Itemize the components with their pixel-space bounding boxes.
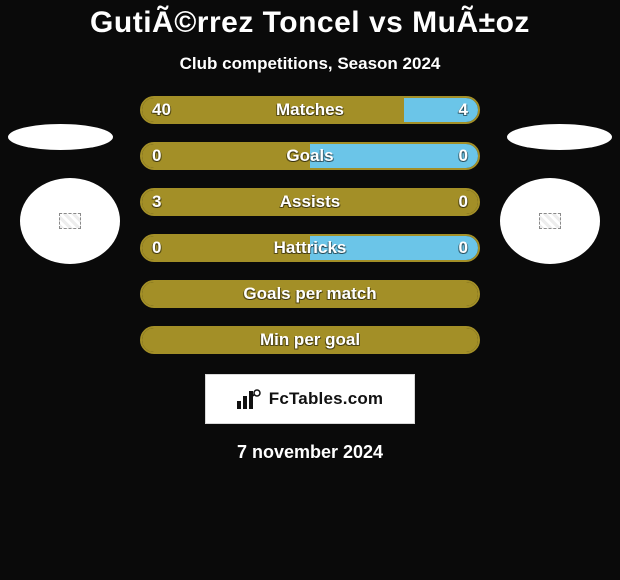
- flag-placeholder-icon: [59, 213, 81, 229]
- player-right-avatar: [500, 178, 600, 264]
- stat-right-value: 4: [459, 100, 468, 120]
- player-right-shadow-ellipse: [507, 124, 612, 150]
- footer-brand-text: FcTables.com: [269, 389, 384, 409]
- stat-left-value: 0: [152, 238, 161, 258]
- page-subtitle: Club competitions, Season 2024: [0, 54, 620, 74]
- stat-bar-left-segment: [142, 144, 310, 168]
- stat-bar-matches: 40 4 Matches: [140, 96, 480, 124]
- player-left-shadow-ellipse: [8, 124, 113, 150]
- stat-left-value: 0: [152, 146, 161, 166]
- stat-bar-min-per-goal: Min per goal: [140, 326, 480, 354]
- stat-bar-right-segment: [310, 144, 478, 168]
- stat-name-label: Matches: [276, 100, 344, 120]
- stat-right-value: 0: [459, 238, 468, 258]
- stat-bar-hattricks: 0 0 Hattricks: [140, 234, 480, 262]
- stat-left-value: 3: [152, 192, 161, 212]
- bar-chart-icon: [237, 389, 261, 409]
- stat-name-label: Goals per match: [243, 284, 376, 304]
- stat-bar-goals: 0 0 Goals: [140, 142, 480, 170]
- stat-name-label: Hattricks: [274, 238, 347, 258]
- player-left-avatar: [20, 178, 120, 264]
- flag-placeholder-icon: [539, 213, 561, 229]
- stat-left-value: 40: [152, 100, 171, 120]
- stat-right-value: 0: [459, 146, 468, 166]
- footer-brand-plate: FcTables.com: [205, 374, 415, 424]
- comparison-infographic: GutiÃ©rrez Toncel vs MuÃ±oz Club competi…: [0, 0, 620, 580]
- stat-bar-assists: 3 0 Assists: [140, 188, 480, 216]
- stat-right-value: 0: [459, 192, 468, 212]
- page-title: GutiÃ©rrez Toncel vs MuÃ±oz: [0, 6, 620, 40]
- footer-date: 7 november 2024: [0, 442, 620, 463]
- stat-bar-goals-per-match: Goals per match: [140, 280, 480, 308]
- stat-name-label: Goals: [286, 146, 333, 166]
- stat-bar-left-segment: [142, 98, 404, 122]
- stat-name-label: Assists: [280, 192, 340, 212]
- stat-name-label: Min per goal: [260, 330, 360, 350]
- stats-bar-group: 40 4 Matches 0 0 Goals 3 0 Assists 0 0 Hattricks Goa…: [140, 96, 480, 354]
